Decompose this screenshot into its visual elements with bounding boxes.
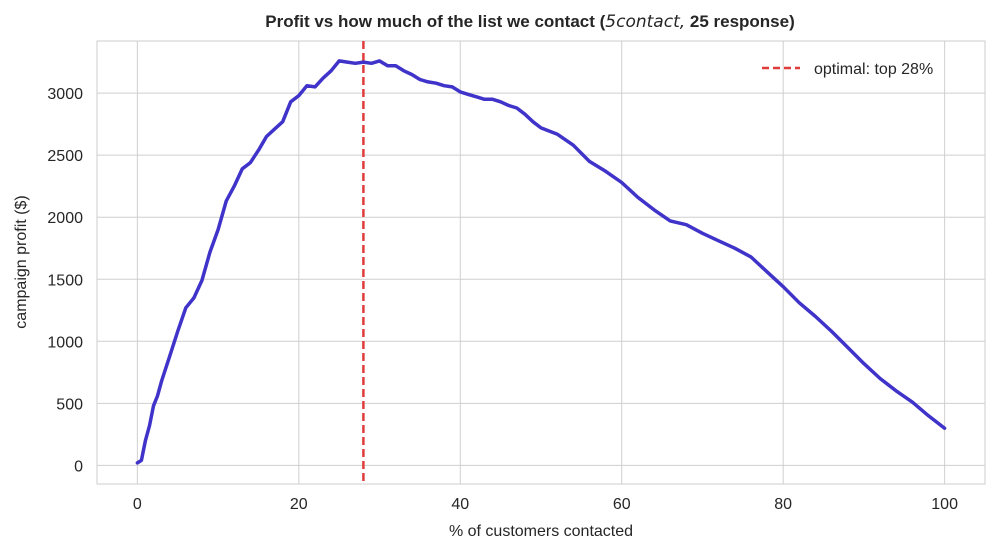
plot-area: [96, 40, 986, 485]
legend-label-optimal: optimal: top 28%: [814, 61, 933, 78]
x-tick-label: 80: [774, 496, 792, 513]
x-axis-label: % of customers contacted: [449, 523, 633, 540]
x-tick-label: 40: [451, 496, 469, 513]
grid: [97, 41, 985, 484]
y-tick-label: 0: [74, 458, 83, 475]
chart-title-math: 5contact,: [605, 12, 685, 32]
y-tick-labels: 0 500 1000 1500 2000 2500 3000: [47, 86, 83, 475]
y-tick-label: 500: [56, 396, 83, 413]
x-tick-labels: 0 20 40 60 80 100: [133, 496, 958, 513]
chart-title-start: Profit vs how much of the list we contac…: [265, 12, 605, 31]
profit-series-line: [135, 59, 947, 465]
y-tick-label: 3000: [47, 86, 83, 103]
legend: optimal: top 28%: [762, 61, 933, 78]
chart-title-end: 25 response): [685, 12, 795, 31]
chart-title: Profit vs how much of the list we contac…: [265, 12, 795, 32]
y-tick-label: 1000: [47, 334, 83, 351]
y-tick-label: 2000: [47, 210, 83, 227]
x-tick-label: 60: [613, 496, 631, 513]
x-tick-label: 20: [290, 496, 308, 513]
y-tick-label: 2500: [47, 148, 83, 165]
y-axis-label: campaign profit ($): [13, 195, 30, 328]
series-lines: [135, 59, 947, 465]
x-tick-label: 0: [133, 496, 142, 513]
x-tick-label: 100: [931, 496, 958, 513]
y-tick-label: 1500: [47, 272, 83, 289]
